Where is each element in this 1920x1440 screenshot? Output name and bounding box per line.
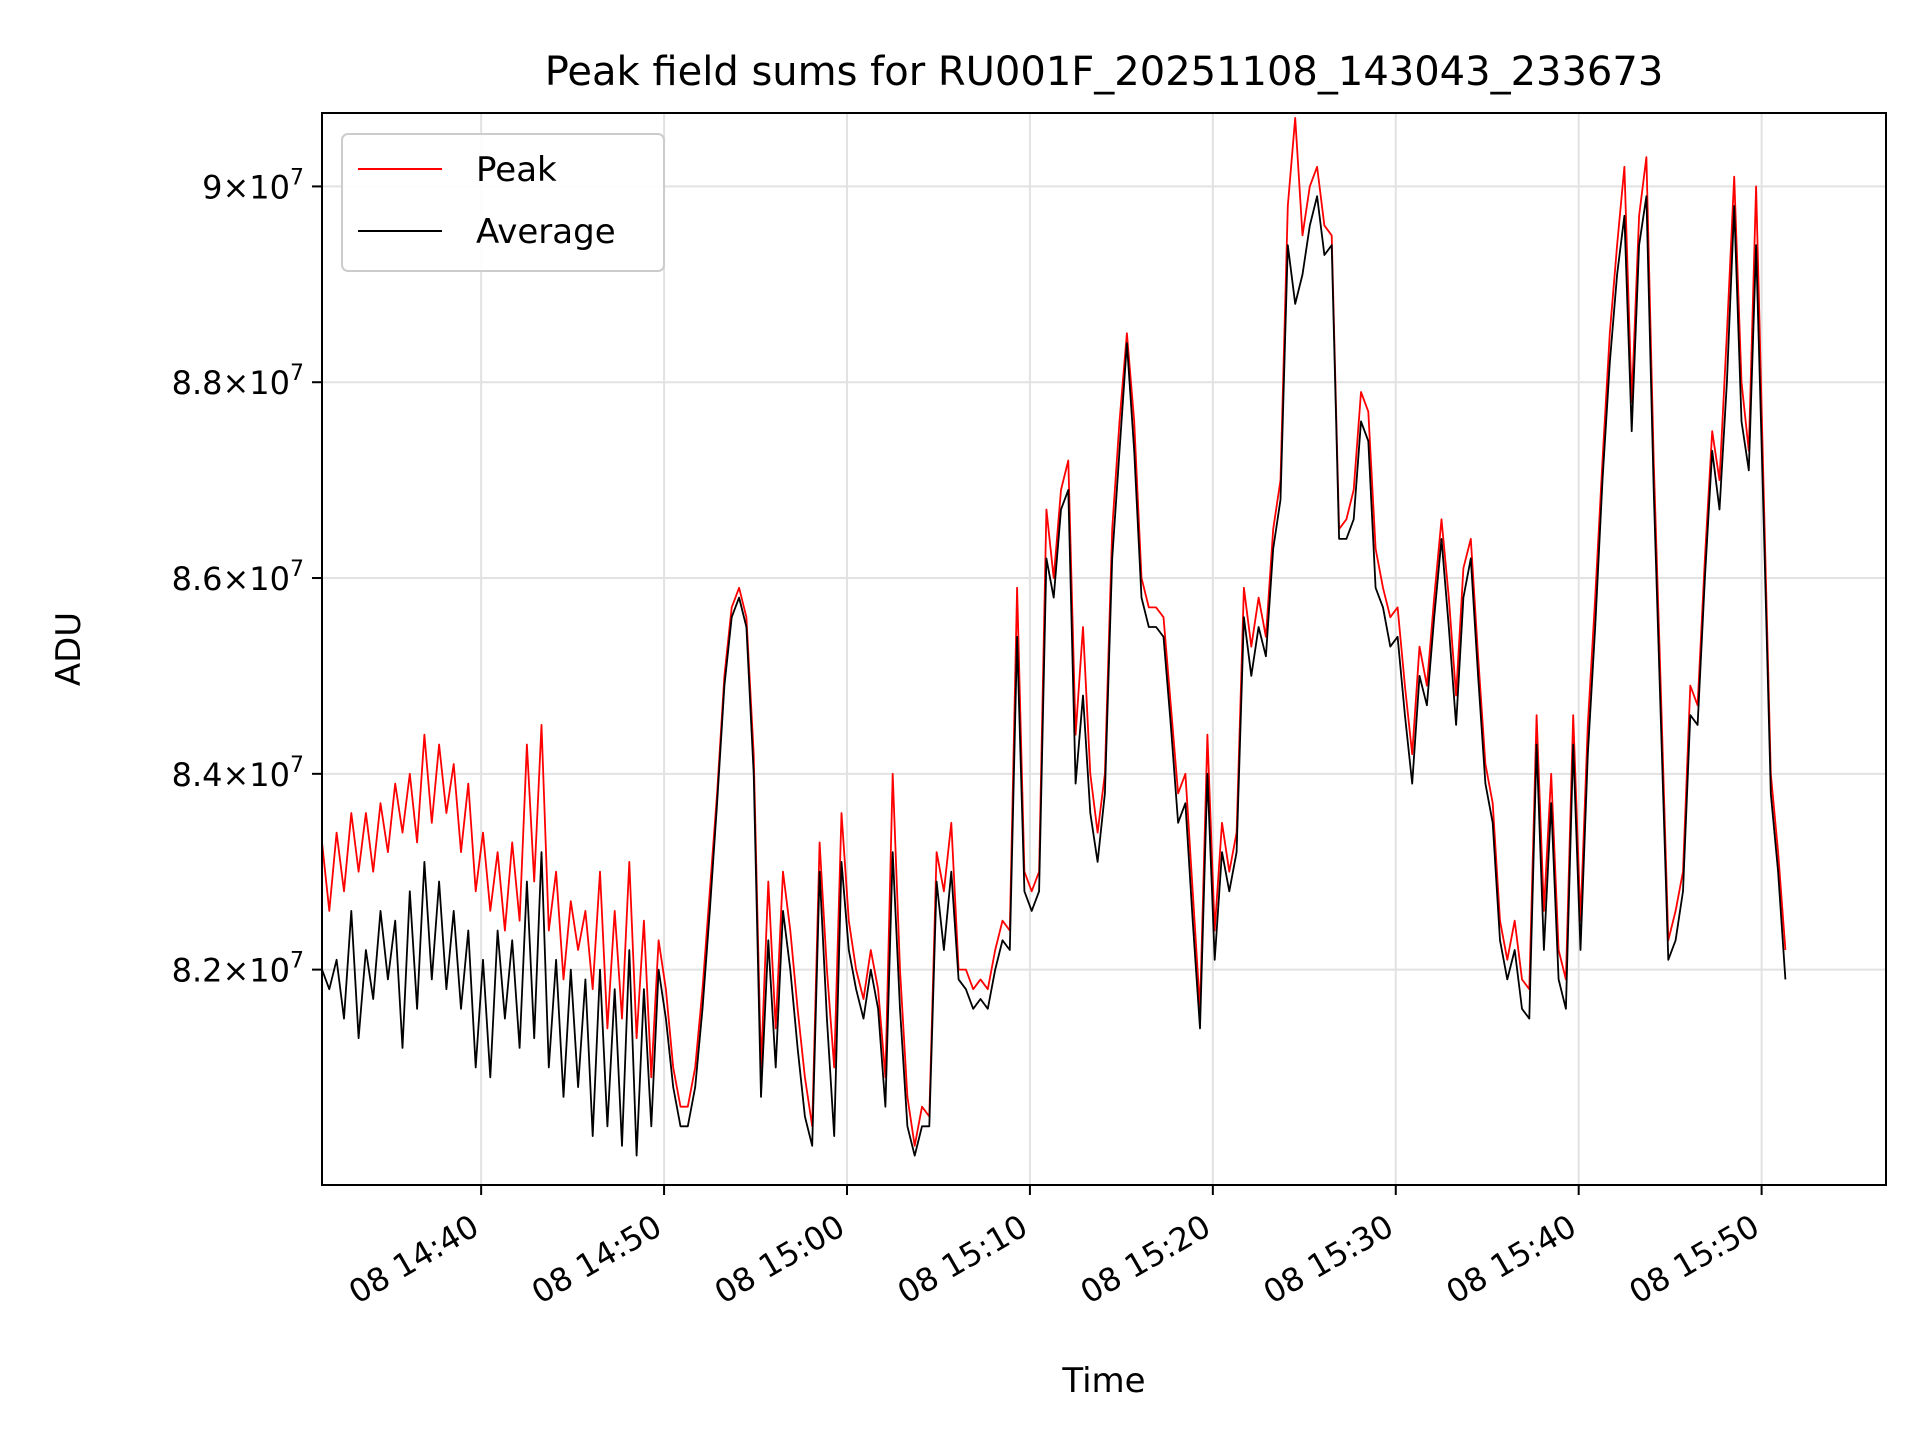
legend: Peak Average: [341, 133, 665, 272]
y-tick-times-ten: ×10: [222, 364, 290, 402]
y-tick-label: 8.4×107: [172, 753, 304, 794]
chart-title: Peak field sums for RU001F_20251108_1430…: [545, 49, 1664, 95]
y-tick-label: 8.8×107: [172, 361, 304, 402]
y-tick-exponent: 7: [290, 949, 304, 974]
y-tick-mantissa: 9: [202, 168, 222, 206]
legend-label-peak: Peak: [476, 150, 557, 190]
y-tick-times-ten: ×10: [222, 168, 290, 206]
y-tick-label: 9×107: [202, 165, 304, 206]
y-tick-exponent: 7: [290, 361, 304, 386]
series-line-average: [322, 195, 1787, 1157]
y-tick-times-ten: ×10: [222, 560, 290, 598]
y-tick-label: 8.6×107: [172, 557, 304, 598]
y-tick-exponent: 7: [290, 557, 304, 582]
y-tick-mantissa: 8.6: [172, 560, 223, 598]
y-tick-exponent: 7: [290, 165, 304, 190]
y-tick-times-ten: ×10: [222, 952, 290, 990]
y-tick-mantissa: 8.4: [172, 756, 223, 794]
y-tick-exponent: 7: [290, 753, 304, 778]
y-axis-label: ADU: [49, 612, 89, 686]
y-tick-mantissa: 8.8: [172, 364, 223, 402]
y-tick-times-ten: ×10: [222, 756, 290, 794]
y-tick-mantissa: 8.2: [172, 952, 223, 990]
series-line-peak: [322, 117, 1787, 1147]
y-tick-label: 8.2×107: [172, 949, 304, 990]
series-group: [322, 117, 1787, 1157]
plot-frame: [321, 112, 1887, 1186]
x-axis-label: Time: [1061, 1361, 1145, 1401]
legend-label-average: Average: [476, 212, 616, 252]
